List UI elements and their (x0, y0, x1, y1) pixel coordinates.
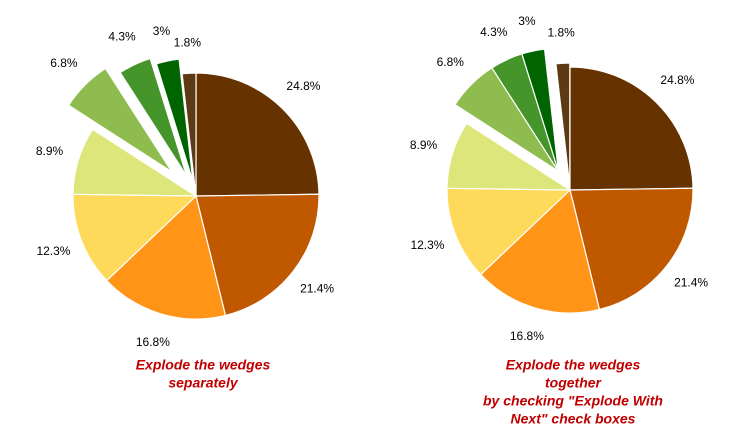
chart-caption: together (545, 375, 603, 391)
pie-slice (119, 57, 188, 177)
pie-slice (67, 67, 173, 173)
data-label: 1.8% (547, 25, 575, 39)
data-label: 16.8% (136, 335, 170, 349)
data-label: 4.3% (108, 30, 136, 44)
data-label: 4.3% (480, 25, 508, 39)
data-label: 6.8% (437, 55, 465, 69)
pie-slice (195, 72, 320, 197)
pie-slice (446, 122, 573, 191)
data-label: 16.8% (510, 329, 544, 343)
pie-slice (181, 72, 197, 197)
chart-caption: Next" check boxes (511, 411, 636, 427)
data-label: 8.9% (36, 144, 64, 158)
pie-slice (105, 194, 227, 320)
data-label: 12.3% (410, 238, 444, 252)
data-label: 21.4% (300, 282, 334, 296)
pie-slice (569, 187, 694, 311)
data-label: 12.3% (36, 244, 70, 258)
pie-slice (555, 62, 571, 187)
data-label: 24.8% (660, 73, 694, 87)
data-label: 3% (518, 14, 536, 28)
data-label: 1.8% (174, 35, 202, 49)
chart-caption: by checking "Explode With (483, 393, 663, 409)
chart-caption: Explode the wedges (506, 357, 641, 373)
pie-slice (155, 58, 194, 182)
chart-caption: Explode the wedges (136, 357, 271, 373)
pie-slice (72, 128, 199, 197)
data-label: 6.8% (50, 56, 78, 70)
pie-slice (446, 187, 572, 276)
pie-slice (521, 48, 559, 172)
pie-slice (479, 188, 601, 314)
data-label: 8.9% (410, 138, 438, 152)
chart-caption: separately (168, 375, 238, 391)
pie-slice (72, 193, 198, 282)
data-label: 21.4% (674, 276, 708, 290)
data-label: 3% (153, 24, 171, 38)
pie-slice (195, 193, 320, 317)
pie-slice (569, 66, 694, 191)
data-label: 24.8% (286, 79, 320, 93)
